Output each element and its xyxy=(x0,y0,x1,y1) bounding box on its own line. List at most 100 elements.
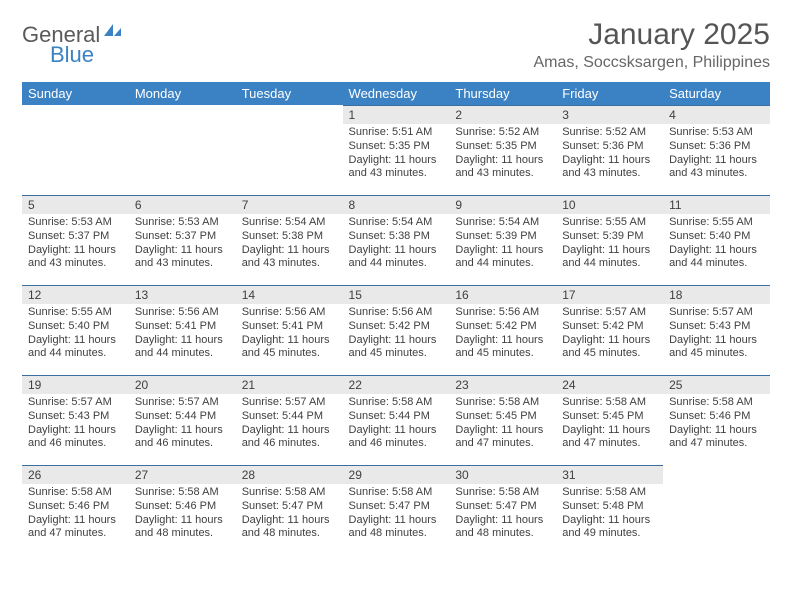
calendar-week-row: 5Sunrise: 5:53 AMSunset: 5:37 PMDaylight… xyxy=(22,195,770,285)
day-number: 6 xyxy=(129,195,236,214)
day-number: 31 xyxy=(556,465,663,484)
calendar-cell: 1Sunrise: 5:51 AMSunset: 5:35 PMDaylight… xyxy=(343,105,450,195)
calendar-cell: 10Sunrise: 5:55 AMSunset: 5:39 PMDayligh… xyxy=(556,195,663,285)
day-number: 14 xyxy=(236,285,343,304)
day-details: Sunrise: 5:58 AMSunset: 5:47 PMDaylight:… xyxy=(449,484,556,545)
logo-text-accent: Blue xyxy=(50,42,94,68)
calendar-week-row: 1Sunrise: 5:51 AMSunset: 5:35 PMDaylight… xyxy=(22,105,770,195)
day-details: Sunrise: 5:54 AMSunset: 5:38 PMDaylight:… xyxy=(236,214,343,275)
calendar-week-row: 19Sunrise: 5:57 AMSunset: 5:43 PMDayligh… xyxy=(22,375,770,465)
calendar-cell: 31Sunrise: 5:58 AMSunset: 5:48 PMDayligh… xyxy=(556,465,663,555)
day-number: 12 xyxy=(22,285,129,304)
calendar-cell: 11Sunrise: 5:55 AMSunset: 5:40 PMDayligh… xyxy=(663,195,770,285)
day-details: Sunrise: 5:57 AMSunset: 5:42 PMDaylight:… xyxy=(556,304,663,365)
calendar-cell: 29Sunrise: 5:58 AMSunset: 5:47 PMDayligh… xyxy=(343,465,450,555)
calendar-cell: 23Sunrise: 5:58 AMSunset: 5:45 PMDayligh… xyxy=(449,375,556,465)
weekday-header: Saturday xyxy=(663,82,770,105)
day-number: 17 xyxy=(556,285,663,304)
day-details: Sunrise: 5:58 AMSunset: 5:46 PMDaylight:… xyxy=(129,484,236,545)
calendar-cell: 7Sunrise: 5:54 AMSunset: 5:38 PMDaylight… xyxy=(236,195,343,285)
calendar-cell xyxy=(129,105,236,195)
day-details: Sunrise: 5:57 AMSunset: 5:44 PMDaylight:… xyxy=(236,394,343,455)
day-number: 11 xyxy=(663,195,770,214)
day-number: 2 xyxy=(449,105,556,124)
day-details: Sunrise: 5:54 AMSunset: 5:38 PMDaylight:… xyxy=(343,214,450,275)
calendar-cell: 26Sunrise: 5:58 AMSunset: 5:46 PMDayligh… xyxy=(22,465,129,555)
day-details: Sunrise: 5:58 AMSunset: 5:46 PMDaylight:… xyxy=(22,484,129,545)
day-details: Sunrise: 5:58 AMSunset: 5:48 PMDaylight:… xyxy=(556,484,663,545)
day-details: Sunrise: 5:58 AMSunset: 5:47 PMDaylight:… xyxy=(236,484,343,545)
calendar-cell: 30Sunrise: 5:58 AMSunset: 5:47 PMDayligh… xyxy=(449,465,556,555)
day-details: Sunrise: 5:58 AMSunset: 5:46 PMDaylight:… xyxy=(663,394,770,455)
day-number: 10 xyxy=(556,195,663,214)
title-block: January 2025 Amas, Soccsksargen, Philipp… xyxy=(533,18,770,72)
calendar-cell: 3Sunrise: 5:52 AMSunset: 5:36 PMDaylight… xyxy=(556,105,663,195)
day-details: Sunrise: 5:52 AMSunset: 5:36 PMDaylight:… xyxy=(556,124,663,185)
day-details: Sunrise: 5:55 AMSunset: 5:39 PMDaylight:… xyxy=(556,214,663,275)
calendar-cell: 19Sunrise: 5:57 AMSunset: 5:43 PMDayligh… xyxy=(22,375,129,465)
day-details: Sunrise: 5:57 AMSunset: 5:43 PMDaylight:… xyxy=(22,394,129,455)
day-number: 22 xyxy=(343,375,450,394)
day-number: 9 xyxy=(449,195,556,214)
calendar-cell: 12Sunrise: 5:55 AMSunset: 5:40 PMDayligh… xyxy=(22,285,129,375)
day-details: Sunrise: 5:58 AMSunset: 5:44 PMDaylight:… xyxy=(343,394,450,455)
calendar-cell xyxy=(236,105,343,195)
calendar-cell: 27Sunrise: 5:58 AMSunset: 5:46 PMDayligh… xyxy=(129,465,236,555)
day-number: 4 xyxy=(663,105,770,124)
calendar-week-row: 26Sunrise: 5:58 AMSunset: 5:46 PMDayligh… xyxy=(22,465,770,555)
day-number: 13 xyxy=(129,285,236,304)
day-number: 29 xyxy=(343,465,450,484)
calendar-cell: 6Sunrise: 5:53 AMSunset: 5:37 PMDaylight… xyxy=(129,195,236,285)
day-details: Sunrise: 5:56 AMSunset: 5:42 PMDaylight:… xyxy=(343,304,450,365)
calendar-cell: 9Sunrise: 5:54 AMSunset: 5:39 PMDaylight… xyxy=(449,195,556,285)
day-details: Sunrise: 5:57 AMSunset: 5:43 PMDaylight:… xyxy=(663,304,770,365)
day-number: 30 xyxy=(449,465,556,484)
day-number: 8 xyxy=(343,195,450,214)
calendar-cell: 15Sunrise: 5:56 AMSunset: 5:42 PMDayligh… xyxy=(343,285,450,375)
calendar-cell: 22Sunrise: 5:58 AMSunset: 5:44 PMDayligh… xyxy=(343,375,450,465)
calendar-cell: 17Sunrise: 5:57 AMSunset: 5:42 PMDayligh… xyxy=(556,285,663,375)
calendar-cell xyxy=(663,465,770,555)
day-details: Sunrise: 5:58 AMSunset: 5:47 PMDaylight:… xyxy=(343,484,450,545)
logo-sail-icon xyxy=(102,22,122,43)
weekday-header: Tuesday xyxy=(236,82,343,105)
calendar-cell: 21Sunrise: 5:57 AMSunset: 5:44 PMDayligh… xyxy=(236,375,343,465)
weekday-header: Wednesday xyxy=(343,82,450,105)
day-number: 19 xyxy=(22,375,129,394)
day-number: 25 xyxy=(663,375,770,394)
weekday-header: Sunday xyxy=(22,82,129,105)
day-number: 26 xyxy=(22,465,129,484)
day-number: 3 xyxy=(556,105,663,124)
day-number: 20 xyxy=(129,375,236,394)
calendar-cell xyxy=(22,105,129,195)
day-number: 24 xyxy=(556,375,663,394)
calendar-cell: 28Sunrise: 5:58 AMSunset: 5:47 PMDayligh… xyxy=(236,465,343,555)
calendar-cell: 18Sunrise: 5:57 AMSunset: 5:43 PMDayligh… xyxy=(663,285,770,375)
logo: General Blue xyxy=(22,22,122,48)
calendar-cell: 14Sunrise: 5:56 AMSunset: 5:41 PMDayligh… xyxy=(236,285,343,375)
day-details: Sunrise: 5:56 AMSunset: 5:42 PMDaylight:… xyxy=(449,304,556,365)
day-number: 5 xyxy=(22,195,129,214)
calendar-week-row: 12Sunrise: 5:55 AMSunset: 5:40 PMDayligh… xyxy=(22,285,770,375)
day-details: Sunrise: 5:55 AMSunset: 5:40 PMDaylight:… xyxy=(22,304,129,365)
location-subtitle: Amas, Soccsksargen, Philippines xyxy=(533,54,770,72)
day-details: Sunrise: 5:56 AMSunset: 5:41 PMDaylight:… xyxy=(129,304,236,365)
calendar-cell: 8Sunrise: 5:54 AMSunset: 5:38 PMDaylight… xyxy=(343,195,450,285)
day-details: Sunrise: 5:52 AMSunset: 5:35 PMDaylight:… xyxy=(449,124,556,185)
day-number: 1 xyxy=(343,105,450,124)
day-details: Sunrise: 5:56 AMSunset: 5:41 PMDaylight:… xyxy=(236,304,343,365)
day-number: 28 xyxy=(236,465,343,484)
calendar-cell: 24Sunrise: 5:58 AMSunset: 5:45 PMDayligh… xyxy=(556,375,663,465)
calendar-body: 1Sunrise: 5:51 AMSunset: 5:35 PMDaylight… xyxy=(22,105,770,555)
day-number: 15 xyxy=(343,285,450,304)
day-details: Sunrise: 5:54 AMSunset: 5:39 PMDaylight:… xyxy=(449,214,556,275)
calendar-header-row: SundayMondayTuesdayWednesdayThursdayFrid… xyxy=(22,82,770,105)
calendar-cell: 25Sunrise: 5:58 AMSunset: 5:46 PMDayligh… xyxy=(663,375,770,465)
day-details: Sunrise: 5:53 AMSunset: 5:37 PMDaylight:… xyxy=(22,214,129,275)
calendar-cell: 4Sunrise: 5:53 AMSunset: 5:36 PMDaylight… xyxy=(663,105,770,195)
day-details: Sunrise: 5:53 AMSunset: 5:37 PMDaylight:… xyxy=(129,214,236,275)
day-number: 18 xyxy=(663,285,770,304)
day-details: Sunrise: 5:53 AMSunset: 5:36 PMDaylight:… xyxy=(663,124,770,185)
day-details: Sunrise: 5:58 AMSunset: 5:45 PMDaylight:… xyxy=(449,394,556,455)
weekday-header: Monday xyxy=(129,82,236,105)
